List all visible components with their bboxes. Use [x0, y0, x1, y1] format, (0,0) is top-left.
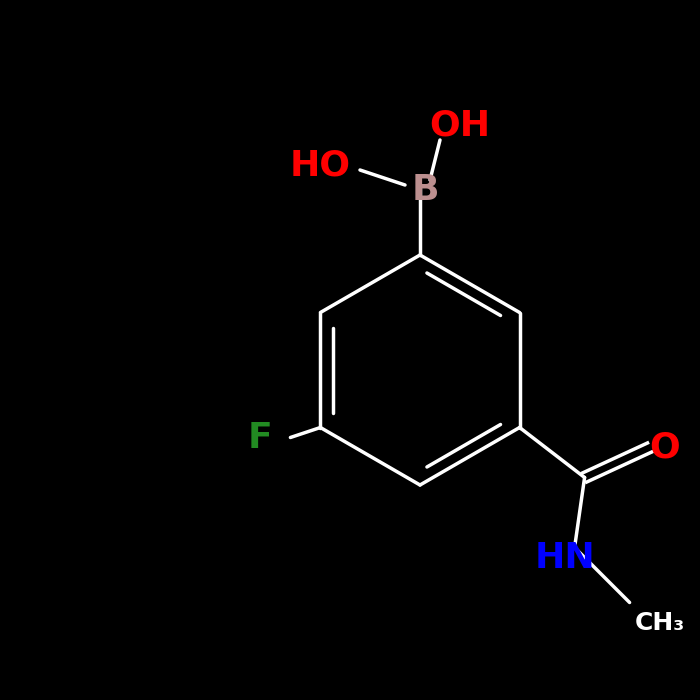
Text: HN: HN: [534, 540, 595, 575]
Text: F: F: [248, 421, 273, 454]
Text: OH: OH: [429, 108, 491, 142]
Text: O: O: [649, 430, 680, 465]
Text: B: B: [412, 173, 439, 207]
Text: HO: HO: [289, 148, 351, 182]
Text: CH₃: CH₃: [634, 610, 685, 634]
